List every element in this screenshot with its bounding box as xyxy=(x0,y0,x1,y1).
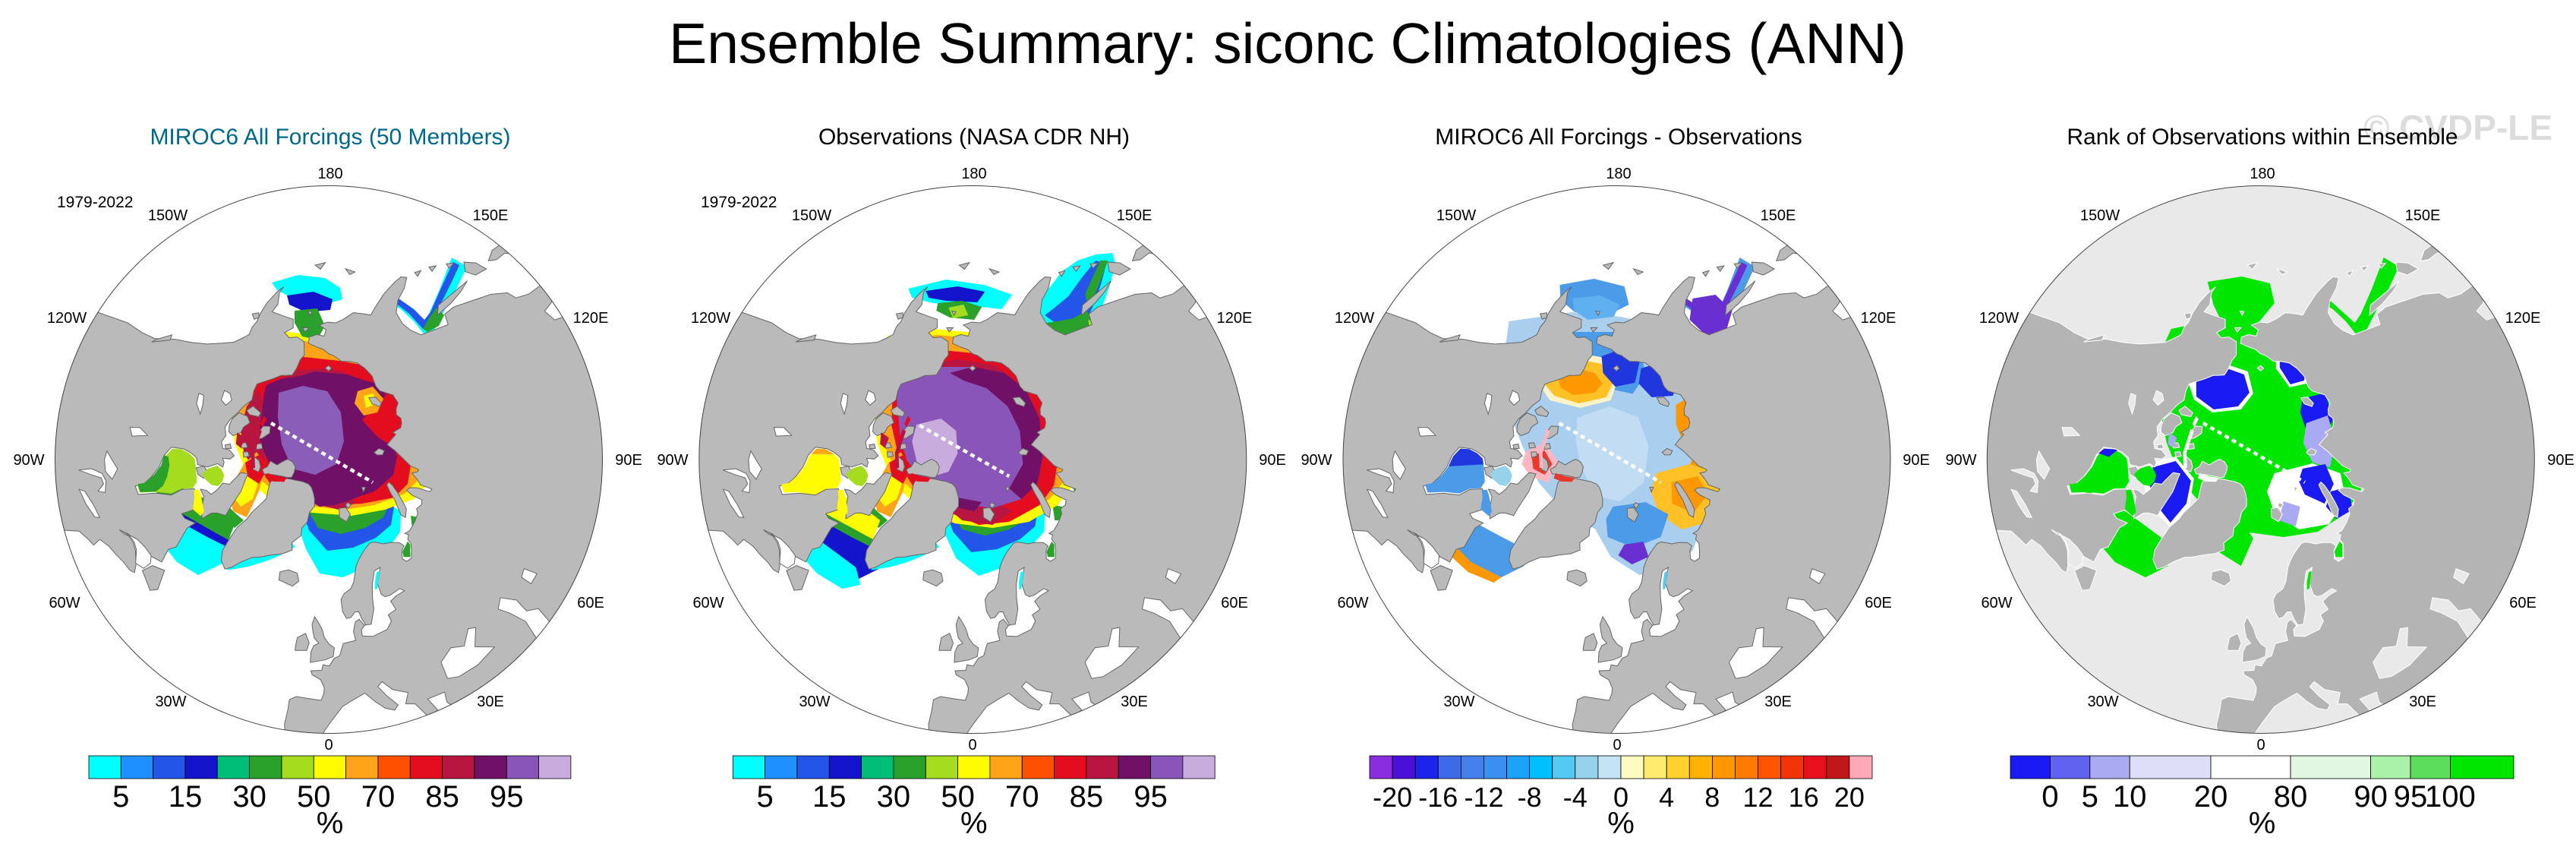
svg-text:-20: -20 xyxy=(1373,782,1412,813)
svg-text:100: 100 xyxy=(2425,780,2476,814)
svg-text:180: 180 xyxy=(961,166,986,182)
svg-text:20: 20 xyxy=(2194,780,2228,814)
svg-text:0: 0 xyxy=(1613,782,1629,813)
svg-text:-16: -16 xyxy=(1418,782,1458,813)
svg-text:120E: 120E xyxy=(573,310,609,327)
svg-text:120E: 120E xyxy=(1861,310,1897,327)
svg-text:-12: -12 xyxy=(1464,782,1503,813)
svg-text:5: 5 xyxy=(2082,780,2098,814)
svg-text:4: 4 xyxy=(1659,782,1674,813)
svg-text:90E: 90E xyxy=(2547,452,2574,469)
svg-text:30: 30 xyxy=(877,780,911,814)
svg-text:70: 70 xyxy=(1005,780,1039,814)
svg-text:60E: 60E xyxy=(1865,595,1892,611)
svg-text:90W: 90W xyxy=(1301,452,1332,469)
svg-text:90E: 90E xyxy=(615,452,642,469)
svg-text:120E: 120E xyxy=(1217,310,1253,327)
svg-text:12: 12 xyxy=(1742,782,1773,813)
svg-text:60W: 60W xyxy=(49,595,80,611)
svg-text:16: 16 xyxy=(1789,782,1819,813)
svg-text:30E: 30E xyxy=(1764,694,1792,710)
svg-text:150E: 150E xyxy=(1761,207,1796,224)
svg-text:90W: 90W xyxy=(13,452,44,469)
svg-text:60W: 60W xyxy=(1981,595,2012,611)
svg-text:90E: 90E xyxy=(1259,452,1286,469)
svg-text:150W: 150W xyxy=(148,207,188,224)
svg-text:0: 0 xyxy=(968,737,976,754)
svg-text:5: 5 xyxy=(756,780,773,814)
svg-text:120W: 120W xyxy=(1335,310,1374,327)
svg-text:90: 90 xyxy=(2354,780,2388,814)
svg-text:95: 95 xyxy=(2394,780,2428,814)
svg-text:95: 95 xyxy=(490,780,524,814)
svg-text:15: 15 xyxy=(169,780,203,814)
svg-text:60W: 60W xyxy=(692,595,724,611)
svg-text:70: 70 xyxy=(361,780,396,814)
svg-text:150E: 150E xyxy=(2405,207,2441,224)
svg-text:10: 10 xyxy=(2113,780,2147,814)
svg-text:MIROC6 All Forcings - Observat: MIROC6 All Forcings - Observations xyxy=(1435,125,1802,150)
svg-text:90W: 90W xyxy=(1945,452,1976,469)
svg-text:60E: 60E xyxy=(1221,595,1248,611)
svg-text:30W: 30W xyxy=(799,694,830,710)
svg-text:5: 5 xyxy=(112,780,129,814)
svg-text:120W: 120W xyxy=(47,310,87,327)
svg-text:20: 20 xyxy=(1834,782,1865,813)
svg-text:1979-2022: 1979-2022 xyxy=(701,194,777,211)
svg-text:60W: 60W xyxy=(1337,595,1368,611)
svg-text:30W: 30W xyxy=(2087,694,2118,710)
svg-text:8: 8 xyxy=(1704,782,1720,813)
svg-text:© CVDP-LE: © CVDP-LE xyxy=(2363,108,2552,147)
svg-text:-4: -4 xyxy=(1563,782,1588,813)
svg-text:50: 50 xyxy=(297,780,331,814)
svg-text:90E: 90E xyxy=(1903,452,1930,469)
svg-text:30W: 30W xyxy=(1443,694,1474,710)
svg-text:85: 85 xyxy=(425,780,459,814)
svg-text:90W: 90W xyxy=(657,452,688,469)
svg-text:30: 30 xyxy=(232,780,266,814)
svg-text:-8: -8 xyxy=(1518,782,1542,813)
svg-text:Ensemble Summary: siconc Clima: Ensemble Summary: siconc Climatologies (… xyxy=(669,11,1906,75)
svg-text:150E: 150E xyxy=(1117,207,1152,224)
svg-text:150E: 150E xyxy=(473,207,509,224)
svg-text:30E: 30E xyxy=(2409,694,2436,710)
svg-text:0: 0 xyxy=(1613,737,1621,754)
svg-text:120W: 120W xyxy=(1979,310,2019,327)
svg-text:0: 0 xyxy=(324,737,333,754)
svg-text:85: 85 xyxy=(1070,780,1104,814)
svg-text:Observations (NASA CDR NH): Observations (NASA CDR NH) xyxy=(818,125,1130,150)
svg-text:60E: 60E xyxy=(2509,595,2537,611)
svg-text:30E: 30E xyxy=(477,694,504,710)
svg-text:180: 180 xyxy=(317,166,342,182)
svg-text:MIROC6 All Forcings (50 Member: MIROC6 All Forcings (50 Members) xyxy=(150,125,510,150)
svg-text:80: 80 xyxy=(2274,780,2308,814)
svg-text:180: 180 xyxy=(1606,166,1631,182)
svg-text:%: % xyxy=(960,807,988,840)
svg-text:%: % xyxy=(317,807,344,840)
svg-text:30E: 30E xyxy=(1121,694,1148,710)
svg-text:%: % xyxy=(1607,807,1635,840)
svg-text:150W: 150W xyxy=(1436,207,1476,224)
svg-text:180: 180 xyxy=(2250,166,2275,182)
svg-text:150W: 150W xyxy=(792,207,831,224)
svg-text:150W: 150W xyxy=(2080,207,2120,224)
svg-text:120W: 120W xyxy=(691,310,730,327)
svg-text:Rank of Observations within En: Rank of Observations within Ensemble xyxy=(2067,125,2458,150)
svg-text:0: 0 xyxy=(2256,737,2265,754)
svg-text:120E: 120E xyxy=(2505,310,2541,327)
svg-text:15: 15 xyxy=(812,780,847,814)
svg-text:50: 50 xyxy=(941,780,975,814)
svg-text:1979-2022: 1979-2022 xyxy=(57,194,133,211)
svg-text:30W: 30W xyxy=(155,694,186,710)
svg-text:0: 0 xyxy=(2042,780,2058,814)
svg-text:%: % xyxy=(2249,807,2276,840)
svg-text:95: 95 xyxy=(1134,780,1168,814)
svg-text:60E: 60E xyxy=(577,595,604,611)
